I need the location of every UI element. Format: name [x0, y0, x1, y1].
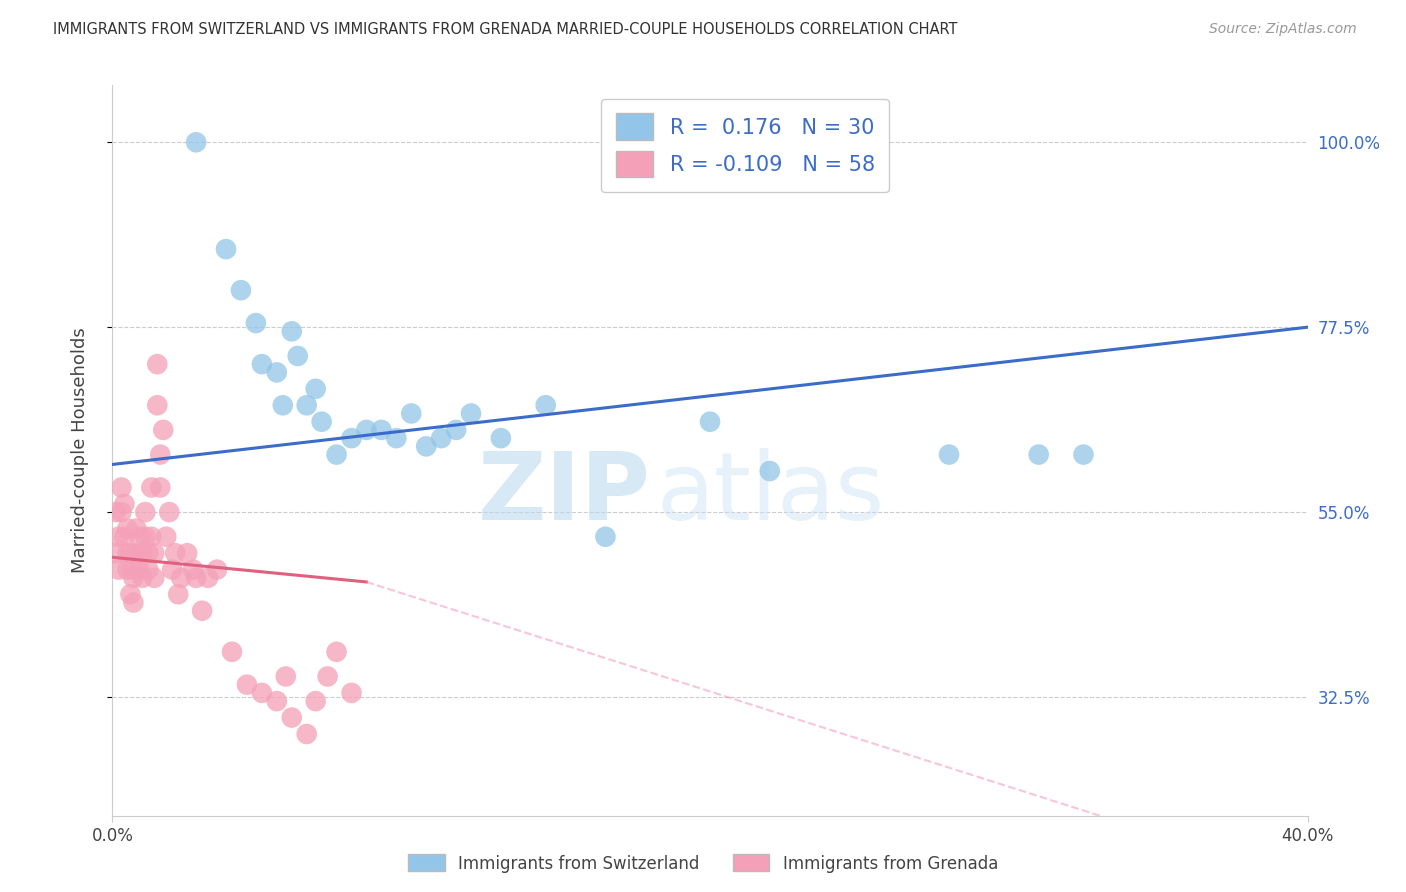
Point	[236, 678, 259, 692]
Point	[1028, 448, 1050, 462]
Text: Source: ZipAtlas.com: Source: ZipAtlas.com	[1209, 22, 1357, 37]
Legend: R =  0.176   N = 30, R = -0.109   N = 58: R = 0.176 N = 30, R = -0.109 N = 58	[600, 99, 890, 192]
Point	[134, 505, 156, 519]
Point	[250, 686, 273, 700]
Point	[167, 587, 190, 601]
Point	[295, 727, 318, 741]
Point	[120, 587, 142, 601]
Point	[128, 563, 150, 577]
Point	[149, 448, 172, 462]
Point	[205, 563, 228, 577]
Point	[157, 505, 180, 519]
Point	[155, 530, 177, 544]
Point	[221, 645, 243, 659]
Point	[104, 505, 127, 519]
Point	[117, 546, 139, 560]
Point	[295, 398, 318, 412]
Point	[186, 135, 208, 149]
Point	[149, 480, 172, 494]
Point	[141, 530, 163, 544]
Point	[245, 316, 267, 330]
Point	[162, 563, 183, 577]
Text: atlas: atlas	[657, 449, 884, 541]
Point	[266, 694, 288, 708]
Point	[316, 669, 339, 683]
Point	[125, 522, 148, 536]
Point	[122, 595, 145, 609]
Point	[114, 497, 135, 511]
Point	[699, 415, 721, 429]
Point	[134, 530, 156, 544]
Point	[104, 546, 127, 560]
Point	[143, 571, 166, 585]
Point	[325, 448, 347, 462]
Point	[181, 563, 204, 577]
Point	[191, 604, 214, 618]
Point	[110, 480, 132, 494]
Point	[176, 546, 198, 560]
Point	[107, 530, 129, 544]
Point	[415, 439, 437, 453]
Point	[311, 415, 333, 429]
Point	[229, 283, 252, 297]
Point	[938, 448, 960, 462]
Point	[370, 423, 392, 437]
Point	[197, 571, 219, 585]
Point	[138, 563, 160, 577]
Point	[759, 464, 782, 478]
Point	[444, 423, 467, 437]
Point	[122, 563, 145, 577]
Point	[534, 398, 557, 412]
Point	[128, 530, 150, 544]
Point	[287, 349, 309, 363]
Point	[138, 546, 160, 560]
Point	[120, 546, 142, 560]
Point	[117, 563, 139, 577]
Y-axis label: Married-couple Households: Married-couple Households	[70, 327, 89, 574]
Point	[356, 423, 378, 437]
Point	[117, 522, 139, 536]
Point	[165, 546, 187, 560]
Point	[340, 431, 363, 445]
Text: ZIP: ZIP	[478, 449, 651, 541]
Point	[305, 382, 328, 396]
Point	[122, 571, 145, 585]
Point	[271, 398, 294, 412]
Legend: Immigrants from Switzerland, Immigrants from Grenada: Immigrants from Switzerland, Immigrants …	[401, 847, 1005, 880]
Point	[131, 546, 153, 560]
Point	[430, 431, 453, 445]
Point	[281, 710, 304, 724]
Point	[489, 431, 512, 445]
Point	[266, 365, 288, 379]
Point	[186, 571, 208, 585]
Point	[114, 530, 135, 544]
Point	[340, 686, 363, 700]
Point	[131, 571, 153, 585]
Point	[385, 431, 408, 445]
Point	[305, 694, 328, 708]
Point	[274, 669, 297, 683]
Point	[215, 242, 238, 256]
Point	[325, 645, 347, 659]
Point	[152, 423, 174, 437]
Point	[125, 546, 148, 560]
Point	[401, 407, 423, 421]
Point	[170, 571, 193, 585]
Point	[107, 563, 129, 577]
Point	[143, 546, 166, 560]
Point	[141, 480, 163, 494]
Text: IMMIGRANTS FROM SWITZERLAND VS IMMIGRANTS FROM GRENADA MARRIED-COUPLE HOUSEHOLDS: IMMIGRANTS FROM SWITZERLAND VS IMMIGRANT…	[53, 22, 957, 37]
Point	[146, 357, 169, 371]
Point	[146, 398, 169, 412]
Point	[460, 407, 482, 421]
Point	[595, 530, 617, 544]
Point	[1073, 448, 1095, 462]
Point	[250, 357, 273, 371]
Point	[281, 324, 304, 338]
Point	[110, 505, 132, 519]
